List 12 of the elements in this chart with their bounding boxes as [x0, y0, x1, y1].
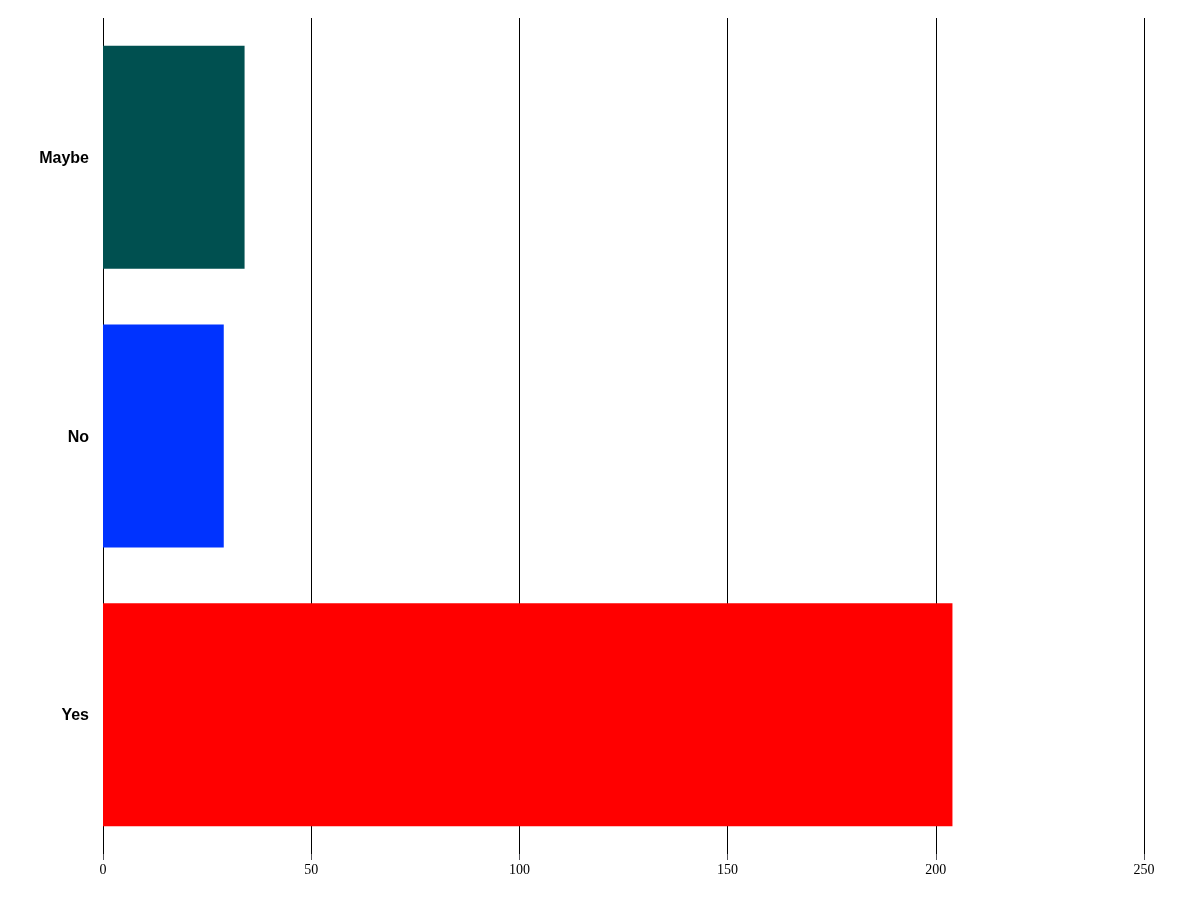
x-tick-label: 100	[508, 861, 530, 877]
bar	[103, 45, 245, 269]
x-tick-label: 50	[304, 861, 319, 877]
bar	[103, 324, 224, 548]
bar	[103, 603, 953, 827]
y-tick-label: No	[67, 427, 90, 445]
x-tick-label: 250	[1133, 861, 1155, 877]
x-tick-label: 0	[99, 861, 107, 877]
x-tick-label: 200	[925, 861, 947, 877]
y-tick-label: Maybe	[39, 148, 90, 166]
y-tick-label: Yes	[61, 706, 90, 724]
x-tick-label: 150	[717, 861, 739, 877]
